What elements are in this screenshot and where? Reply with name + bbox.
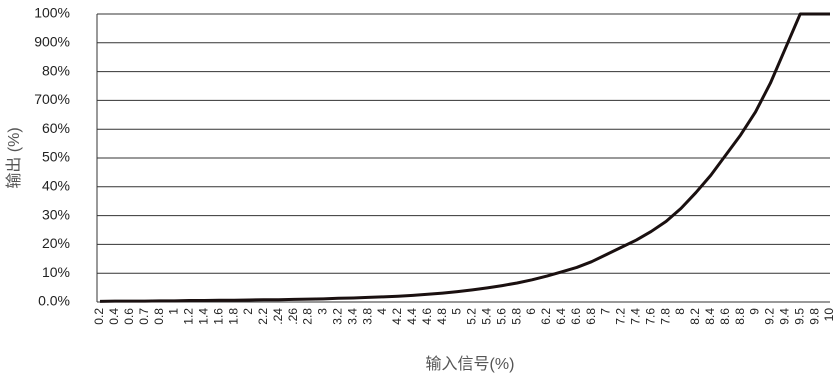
- y-tick-label: 20%: [42, 235, 70, 251]
- x-tick-label: 1.2: [182, 308, 196, 325]
- x-tick-label: 3.2: [331, 308, 345, 325]
- x-tick-label: 3.8: [360, 308, 374, 325]
- x-tick-label: 9.4: [777, 308, 791, 325]
- x-tick-label: 8.2: [688, 308, 702, 325]
- line: [99, 12, 830, 303]
- x-tick-label: 9: [748, 308, 762, 315]
- x-tick-label: 5.2: [465, 308, 479, 325]
- x-tick-label: .24: [271, 308, 285, 325]
- x-tick-label: 7.6: [643, 308, 657, 325]
- x-tick-label: 2.8: [301, 308, 315, 325]
- x-tick-label: 1.6: [211, 308, 225, 325]
- x-tick-label: 6: [524, 308, 538, 315]
- x-tick-label: 4.4: [405, 308, 419, 325]
- y-tick-label: 700%: [34, 91, 70, 107]
- x-tick-label: 8.8: [733, 308, 747, 325]
- x-tick-label: 7: [599, 308, 613, 315]
- x-tick-label: 4: [375, 308, 389, 315]
- x-tick-label: 8: [673, 308, 687, 315]
- x-tick-label: 5.4: [480, 308, 494, 325]
- x-tick-label: 0.4: [107, 308, 121, 325]
- x-tick-label: 8.6: [718, 308, 732, 325]
- x-tick-label: 2: [241, 308, 255, 315]
- x-tick-label: 7.8: [658, 308, 672, 325]
- x-tick-label: 7.4: [628, 308, 642, 325]
- x-tick-label: 4.6: [420, 308, 434, 325]
- y-tick-label: 900%: [34, 34, 70, 50]
- x-tick-label: 3: [316, 308, 330, 315]
- x-tick-label: 0.6: [122, 308, 136, 325]
- x-tick-label: 6.4: [554, 308, 568, 325]
- x-tick-label: 9.2: [763, 308, 777, 325]
- x-tick-label: 5.8: [509, 308, 523, 325]
- x-tick-label: 0.2: [92, 308, 106, 325]
- x-tick-label: 0.8: [152, 308, 166, 325]
- y-tick-label: 30%: [42, 206, 70, 222]
- y-tick-label: 80%: [42, 62, 70, 78]
- x-tick-label: 5: [450, 308, 464, 315]
- y-tick-label: 60%: [42, 120, 70, 136]
- x-tick-label: 10: [822, 308, 835, 322]
- x-tick-label: 4.8: [435, 308, 449, 325]
- x-tick-label: 9.5: [792, 308, 806, 325]
- x-tick-label: 3.4: [345, 308, 359, 325]
- x-tick-label: 1.8: [226, 308, 240, 325]
- x-tick-label: 0.7: [137, 308, 151, 325]
- y-tick-label: 10%: [42, 264, 70, 280]
- x-tick-label: 2.2: [256, 308, 270, 325]
- x-tick-label: 5.6: [494, 308, 508, 325]
- y-tick-label: 0.0%: [38, 293, 70, 309]
- y-tick-label: 40%: [42, 178, 70, 194]
- x-tick-label: 4.2: [390, 308, 404, 325]
- x-tick-label: 1.4: [196, 308, 210, 325]
- x-tick-label: 6.8: [584, 308, 598, 325]
- x-tick-label: 9.8: [807, 308, 821, 325]
- x-axis-title: 输入信号(%): [426, 355, 515, 373]
- y-axis-title: 输出 (%): [5, 127, 23, 188]
- x-tick-label: 8.4: [703, 308, 717, 325]
- x-tick-label: 7.2: [614, 308, 628, 325]
- y-tick-label: 50%: [42, 149, 70, 165]
- y-tick-label: 100%: [34, 5, 70, 21]
- x-tick-label: 1: [167, 308, 181, 315]
- x-tick-label: 6.6: [569, 308, 583, 325]
- x-tick-label: .26: [286, 308, 300, 325]
- x-tick-label: 6.2: [539, 308, 553, 325]
